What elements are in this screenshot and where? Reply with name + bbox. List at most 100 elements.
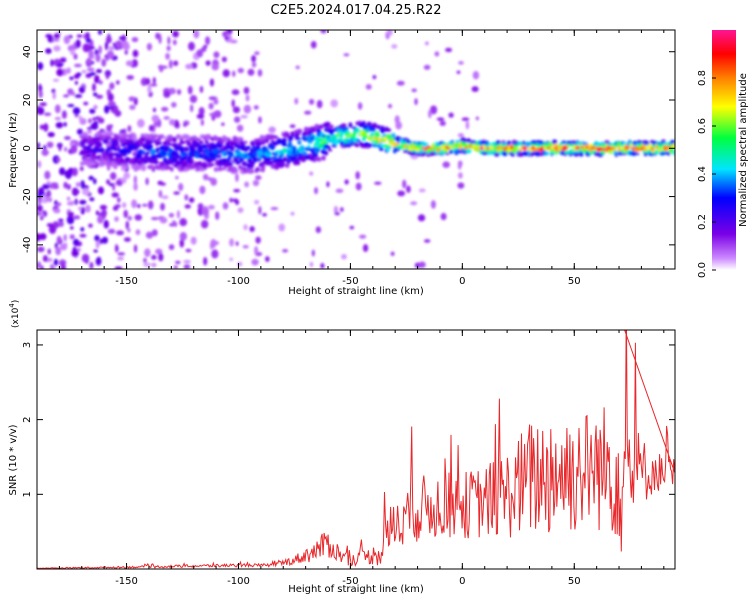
spectrogram-cell bbox=[205, 60, 211, 66]
spectrogram-cell bbox=[80, 180, 85, 188]
spectrogram-cell bbox=[145, 177, 149, 186]
y-tick-label: 2 bbox=[22, 416, 33, 422]
spectrogram-cell bbox=[123, 209, 128, 219]
spectrogram-cell bbox=[42, 183, 50, 190]
spectrogram-cell bbox=[64, 169, 73, 179]
y-tick-label: 3 bbox=[22, 342, 33, 348]
spectrogram-cell bbox=[66, 183, 72, 191]
spectrogram-cell bbox=[304, 154, 311, 160]
spectrogram-cell bbox=[243, 140, 248, 144]
spectrogram-cell bbox=[185, 63, 193, 70]
spectrogram-cell bbox=[352, 131, 357, 136]
spectrogram-cell bbox=[274, 135, 279, 140]
spectrogram-cell bbox=[133, 182, 138, 191]
spectrogram-cell bbox=[55, 246, 61, 256]
spectrogram-cell bbox=[102, 139, 110, 145]
spectrogram-cell bbox=[188, 41, 195, 51]
spectrogram-cell bbox=[89, 261, 94, 269]
spectrogram-cell bbox=[54, 200, 58, 206]
spectrogram-cell bbox=[179, 232, 188, 241]
spectrogram-cell bbox=[237, 207, 244, 214]
spectrogram-cell bbox=[46, 223, 54, 227]
spectrogram-cell bbox=[38, 90, 43, 98]
spectrogram-cell bbox=[184, 194, 189, 201]
colorbar-tick-label: 0.2 bbox=[697, 214, 708, 230]
spectrogram-cell bbox=[355, 182, 362, 191]
spectrogram-cell bbox=[70, 49, 76, 56]
spectrogram-cell bbox=[229, 197, 233, 203]
spectrogram-cell bbox=[149, 83, 158, 87]
spectrogram-cell bbox=[234, 168, 239, 173]
spectrogram-cell bbox=[74, 198, 78, 206]
spectrogram-cell bbox=[253, 156, 257, 162]
spectrogram-cell bbox=[153, 133, 159, 138]
spectrogram-cell bbox=[258, 205, 262, 215]
y-tick-label: 40 bbox=[22, 45, 33, 58]
spectrogram-cell bbox=[82, 161, 87, 166]
spectrogram-cell bbox=[86, 67, 95, 72]
spectrogram-cell bbox=[282, 142, 288, 147]
spectrogram-cell bbox=[221, 166, 227, 171]
spectrogram-cell bbox=[294, 137, 302, 141]
spectrogram-cell bbox=[50, 266, 56, 269]
spectrogram-cell bbox=[204, 140, 209, 144]
spectrogram-cell bbox=[295, 160, 301, 166]
spectrogram-cell bbox=[222, 69, 230, 78]
spectrogram-cell bbox=[124, 49, 128, 55]
spectrogram-cell bbox=[144, 248, 151, 258]
spectrogram-cell bbox=[91, 152, 97, 158]
spectrogram-cell bbox=[270, 206, 279, 211]
spectrogram-cell bbox=[115, 179, 123, 186]
spectrogram-cell bbox=[67, 211, 74, 218]
spectrogram-cell bbox=[104, 41, 109, 51]
spectrogram-cell bbox=[145, 231, 154, 239]
spectrogram-cell bbox=[252, 179, 260, 187]
spectrogram-cell bbox=[172, 39, 177, 46]
spectrogram-cell bbox=[98, 117, 105, 124]
spectrogram-cell bbox=[237, 136, 244, 142]
spectrogram-cell bbox=[359, 234, 367, 239]
spectrogram-cell bbox=[472, 71, 480, 80]
spectrogram-cell bbox=[58, 221, 64, 227]
spectrogram-cell bbox=[317, 156, 322, 162]
spectrogram-cell bbox=[136, 164, 140, 170]
spectrogram-cell bbox=[182, 161, 188, 167]
spectrogram-cell bbox=[117, 153, 122, 159]
spectrogram-plot-area bbox=[37, 30, 675, 269]
spectrogram-cell bbox=[37, 261, 42, 269]
spectrogram-cell bbox=[128, 139, 135, 144]
spectrogram-cell bbox=[206, 159, 213, 163]
spectrogram-cell bbox=[344, 127, 349, 131]
spectrogram-cell bbox=[157, 141, 163, 145]
spectrogram-cell bbox=[301, 154, 306, 160]
spectrogram-cell bbox=[61, 110, 67, 119]
spectrogram-cell bbox=[600, 150, 606, 155]
x-tick-label: 0 bbox=[459, 576, 465, 587]
spectrogram-cell bbox=[240, 115, 248, 119]
spectrogram-cell bbox=[587, 144, 592, 148]
spectrogram-cell bbox=[96, 154, 102, 159]
spectrogram-cell bbox=[89, 45, 95, 50]
spectrogram-cell bbox=[312, 127, 317, 133]
spectrogram-cell bbox=[101, 159, 106, 164]
spectrogram-cell bbox=[146, 43, 153, 51]
spectrogram-cell bbox=[163, 90, 171, 98]
spectrogram-cell bbox=[72, 238, 80, 246]
spectrogram-cell bbox=[391, 133, 396, 138]
spectrogram-cell bbox=[81, 253, 90, 263]
spectrogram-cell bbox=[37, 204, 43, 212]
spectrogram-cell bbox=[182, 152, 189, 156]
spectrogram-cell bbox=[114, 110, 122, 117]
spectrogram-ylabel: Frequency (Hz) bbox=[8, 112, 19, 188]
spectrogram-cell bbox=[223, 152, 228, 156]
spectrogram-cell bbox=[127, 215, 132, 221]
spectrogram-cell bbox=[300, 158, 306, 163]
snr-y-ticks: 1 2 3 bbox=[22, 342, 675, 498]
spectrogram-cell bbox=[117, 162, 122, 166]
spectrogram-cell bbox=[621, 152, 628, 156]
spectrogram-cell bbox=[63, 35, 71, 45]
spectrogram-cell bbox=[47, 36, 55, 43]
spectrogram-cell bbox=[94, 74, 100, 84]
spectrogram-cell bbox=[69, 76, 74, 81]
spectrogram-cell bbox=[176, 154, 181, 159]
